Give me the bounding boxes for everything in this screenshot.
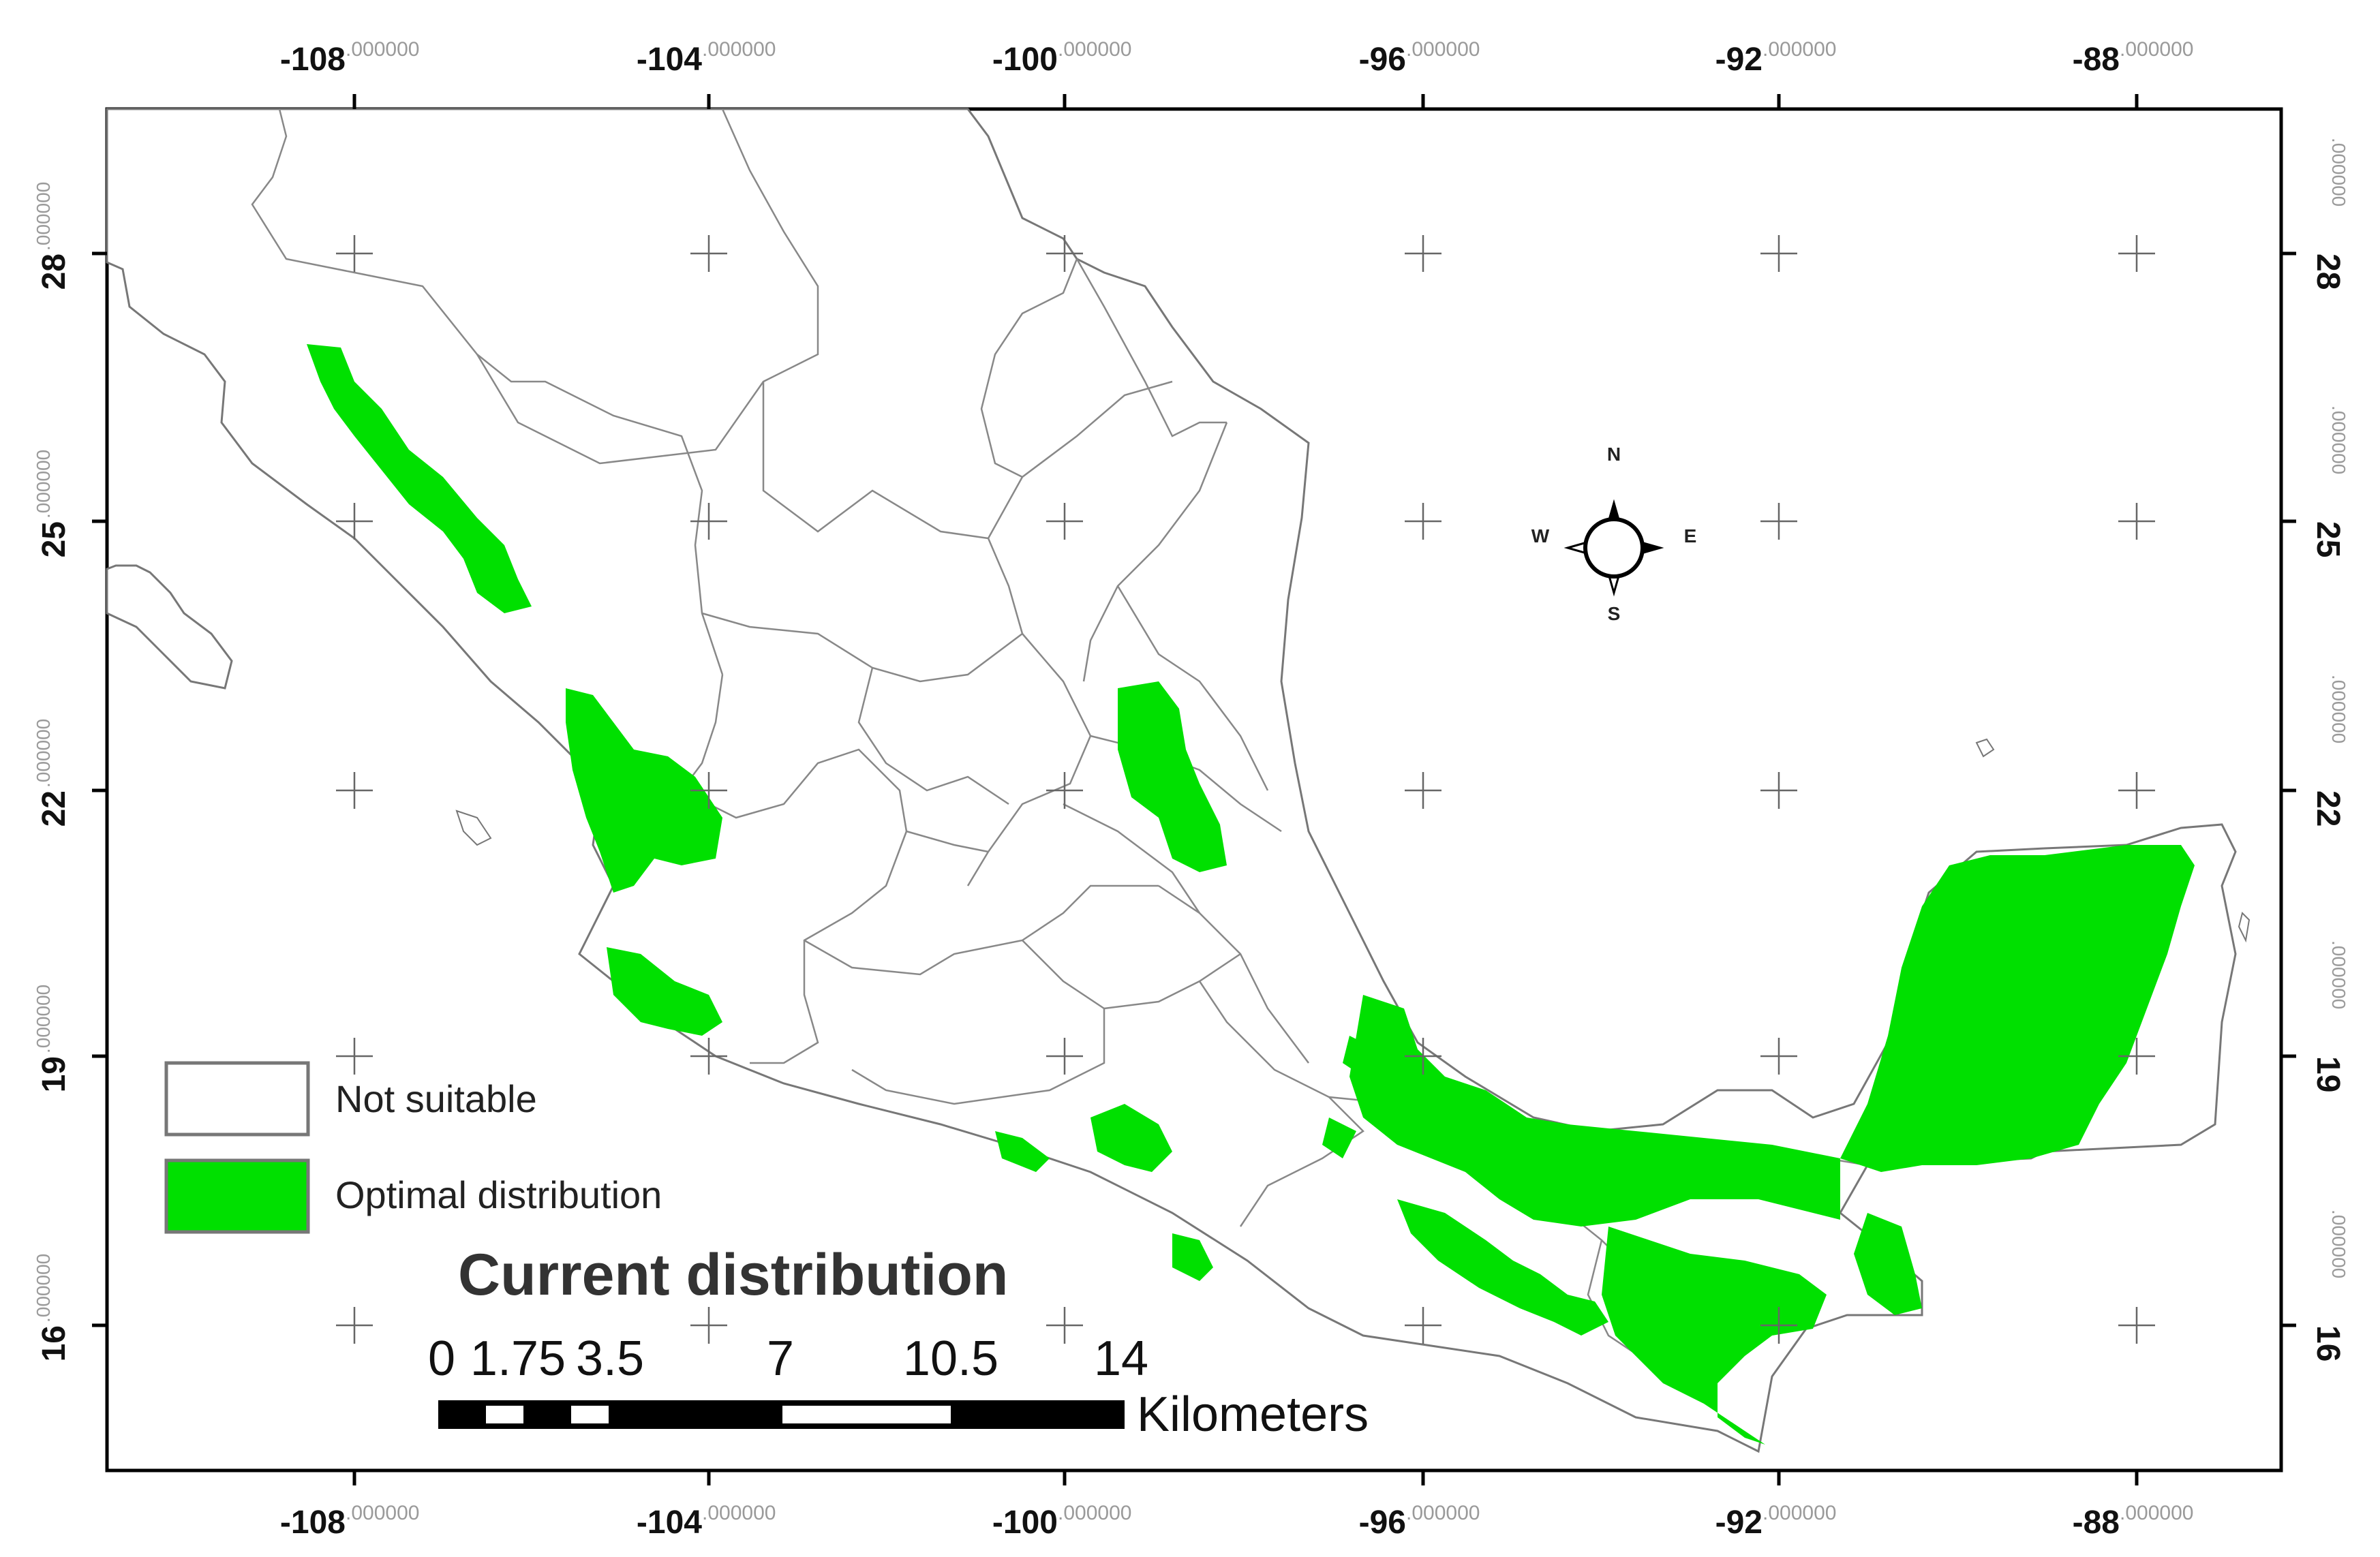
lat-decimals: .000000 bbox=[2328, 138, 2349, 206]
lon-decimals: .000000 bbox=[346, 38, 419, 61]
scale-label: 1.75 bbox=[470, 1331, 566, 1386]
lon-decimals: .000000 bbox=[1763, 38, 1836, 61]
scale-unit: Kilometers bbox=[1137, 1387, 1369, 1442]
map-title: Current distribution bbox=[458, 1242, 1008, 1308]
lat-decimals: .000000 bbox=[2328, 675, 2349, 743]
lon-label: -96 bbox=[1359, 42, 1406, 78]
lat-label: 25 bbox=[2310, 521, 2346, 557]
lat-decimals: .000000 bbox=[33, 450, 54, 519]
compass-n: N bbox=[1607, 444, 1621, 465]
optimal-distribution-areas bbox=[307, 344, 2195, 1445]
scale-bar: 0 1.75 3.5 7 10.5 14 Kilometers bbox=[428, 1331, 1369, 1442]
lon-label: -92 bbox=[1715, 42, 1763, 78]
longitude-labels-top: -108 .000000 -104 .000000 -100 .000000 -… bbox=[280, 38, 2194, 78]
north-arrow: N S W E bbox=[1531, 444, 1697, 624]
compass-w: W bbox=[1531, 525, 1550, 546]
lon-label: -100 bbox=[992, 1505, 1058, 1541]
lat-decimals: .000000 bbox=[33, 182, 54, 251]
lon-decimals: .000000 bbox=[1763, 1502, 1836, 1524]
lon-decimals: .000000 bbox=[346, 1502, 419, 1524]
scale-label: 0 bbox=[428, 1331, 455, 1386]
lon-decimals: .000000 bbox=[2120, 1502, 2193, 1524]
lat-label: 19 bbox=[36, 1056, 72, 1092]
scale-label: 7 bbox=[767, 1331, 794, 1386]
graticule-ticks bbox=[92, 94, 2296, 1485]
compass-rose-icon bbox=[1563, 499, 1664, 597]
lat-decimals: .000000 bbox=[33, 1254, 54, 1323]
lat-decimals: .000000 bbox=[2328, 405, 2349, 474]
lat-label: 22 bbox=[36, 790, 72, 827]
lon-label: -92 bbox=[1715, 1505, 1763, 1541]
legend-label-not-suitable: Not suitable bbox=[335, 1077, 537, 1120]
lon-label: -108 bbox=[280, 1505, 346, 1541]
legend-swatch-not-suitable bbox=[164, 1061, 310, 1137]
lat-label: 22 bbox=[2310, 790, 2346, 827]
latitude-labels-right: 28.000000 25.000000 22.000000 19.000000 … bbox=[2310, 138, 2349, 1361]
lat-decimals: .000000 bbox=[2328, 1209, 2349, 1278]
scale-label: 3.5 bbox=[576, 1331, 644, 1386]
lon-label: -88 bbox=[2073, 42, 2120, 78]
lon-decimals: .000000 bbox=[1406, 38, 1480, 61]
lon-decimals: .000000 bbox=[1058, 1502, 1131, 1524]
lat-decimals: .000000 bbox=[33, 719, 54, 788]
lat-label: 16 bbox=[36, 1325, 72, 1361]
lat-label: 19 bbox=[2310, 1056, 2346, 1092]
lon-decimals: .000000 bbox=[2120, 38, 2193, 61]
lon-label: -104 bbox=[637, 1505, 702, 1541]
lat-decimals: .000000 bbox=[2328, 940, 2349, 1009]
lon-decimals: .000000 bbox=[702, 38, 776, 61]
lat-decimals: .000000 bbox=[33, 985, 54, 1053]
compass-e: E bbox=[1684, 525, 1697, 546]
lat-label: 28 bbox=[36, 253, 72, 290]
lon-label: -108 bbox=[280, 42, 346, 78]
latitude-labels-left: 28.000000 25.000000 22.000000 19.000000 … bbox=[33, 182, 72, 1362]
lat-label: 28 bbox=[2310, 253, 2346, 290]
lon-decimals: .000000 bbox=[702, 1502, 776, 1524]
lon-decimals: .000000 bbox=[1058, 38, 1131, 61]
lon-label: -104 bbox=[637, 42, 702, 78]
graticule-crosses bbox=[336, 235, 2155, 1344]
legend-label-optimal: Optimal distribution bbox=[335, 1173, 662, 1216]
legend-swatch-optimal bbox=[164, 1158, 310, 1234]
lon-label: -96 bbox=[1359, 1505, 1406, 1541]
lat-label: 25 bbox=[36, 521, 72, 557]
lat-label: 16 bbox=[2310, 1325, 2346, 1361]
compass-s: S bbox=[1608, 603, 1621, 624]
legend: Not suitable Optimal distribution bbox=[164, 1061, 662, 1234]
lon-label: -100 bbox=[992, 42, 1058, 78]
lon-decimals: .000000 bbox=[1406, 1502, 1480, 1524]
scale-label: 10.5 bbox=[903, 1331, 998, 1386]
longitude-labels-bottom: -108 .000000 -104 .000000 -100 .000000 -… bbox=[280, 1502, 2194, 1541]
lon-label: -88 bbox=[2073, 1505, 2120, 1541]
scale-label: 14 bbox=[1094, 1331, 1148, 1386]
